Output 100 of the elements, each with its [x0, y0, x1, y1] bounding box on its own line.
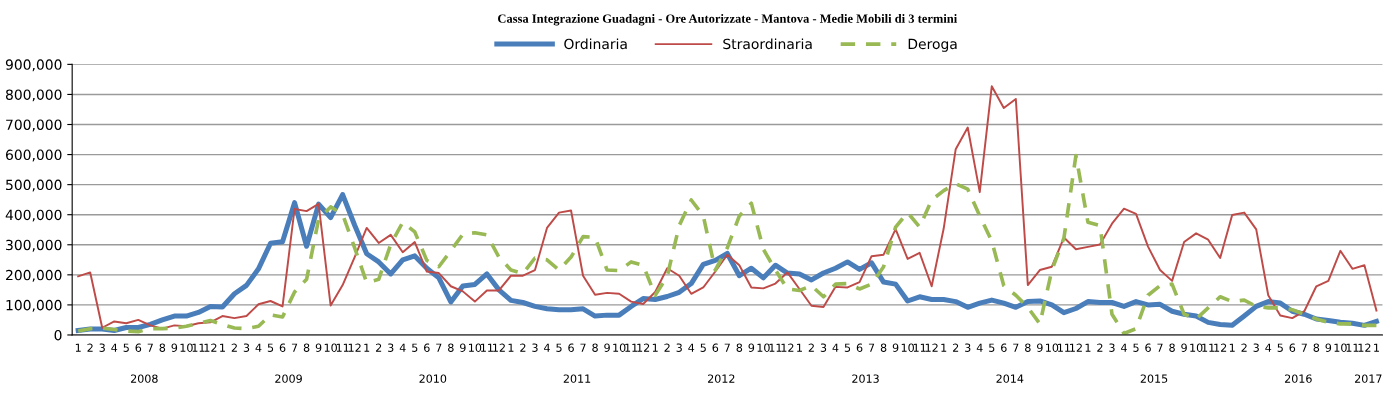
x-tick-label: 12 [204, 343, 217, 352]
x-tick-label: 3 [243, 343, 250, 352]
x-tick-label: 7 [868, 343, 875, 352]
y-tick-label: 100,000 [6, 299, 62, 312]
text: 2008 [130, 374, 158, 383]
y-tick-label: 800,000 [5, 89, 62, 102]
x-tick-label: 6 [1001, 343, 1007, 352]
x-tick-label: 10 [613, 343, 626, 352]
x-tick-label: 10 [469, 343, 482, 352]
x-tick-label: 10 [1334, 343, 1347, 352]
x-tick-label: 1 [1229, 343, 1235, 352]
x-tick-label: 12 [348, 343, 361, 352]
legend-label: Straordinaria [723, 38, 812, 50]
x-tick-label: 3 [388, 343, 394, 352]
x-tick-label: 4 [688, 343, 695, 352]
x-tick-label: 3 [676, 343, 682, 352]
x-tick-label: 8 [448, 343, 454, 352]
x-tick-label: 8 [592, 343, 598, 352]
text: 2011 [563, 374, 591, 383]
x-tick-label: 4 [255, 343, 262, 352]
x-tick-label: 1 [364, 343, 370, 352]
x-tick-label: 9 [171, 343, 178, 352]
text: 2015 [1140, 374, 1168, 383]
y-tick-label: 900,000 [5, 59, 62, 72]
x-tick-label: 7 [724, 343, 730, 352]
x-tick-label: 6 [568, 343, 574, 352]
x-tick-label: 6 [856, 343, 863, 352]
x-tick-label: 8 [1169, 343, 1175, 352]
x-tick-label: 5 [412, 343, 418, 352]
x-tick-label: 4 [544, 343, 550, 352]
x-tick-label: 7 [1013, 343, 1019, 352]
x-tick-label: 12 [1214, 343, 1227, 352]
x-tick-label: 2 [1097, 343, 1103, 352]
x-tick-label: 8 [1313, 343, 1320, 352]
x-tick-label: 12 [925, 343, 938, 352]
x-tick-label: 3 [532, 343, 538, 352]
x-tick-label: 1 [220, 343, 225, 352]
x-tick-label: 6 [1289, 343, 1296, 352]
x-tick-label: 9 [315, 343, 322, 352]
chart-title: Cassa Integrazione Guadagni - Ore Autorizzate - Mantova - Medie Mobili di 3 termini [498, 14, 958, 26]
x-tick-label: 2 [952, 343, 959, 352]
x-tick-label: 2 [808, 343, 814, 352]
x-tick-label: 6 [1145, 343, 1151, 352]
x-tick-label: 11 [625, 343, 638, 352]
text: 2012 [707, 374, 735, 383]
x-tick-label: 1 [941, 343, 947, 352]
x-tick-label: 5 [844, 343, 851, 352]
x-tick-label: 10 [757, 343, 770, 352]
x-tick-label: 5 [1133, 343, 1139, 352]
text: 2009 [275, 374, 302, 383]
x-tick-label: 10 [901, 343, 914, 352]
y-tick-label: 0 [54, 329, 62, 341]
text: 2010 [419, 374, 447, 383]
x-tick-label: 4 [399, 343, 406, 352]
text: 2016 [1284, 374, 1312, 383]
x-tick-label: 3 [1253, 343, 1259, 352]
y-tick-label: 700,000 [6, 119, 62, 132]
x-tick-label: 2 [87, 343, 93, 352]
x-tick-label: 2 [664, 343, 670, 352]
x-tick-label: 5 [556, 343, 562, 352]
x-tick-label: 10 [1190, 343, 1203, 352]
x-tick-label: 6 [279, 343, 286, 352]
x-tick-label: 6 [712, 343, 719, 352]
x-tick-label: 8 [303, 343, 310, 352]
x-tick-label: 1 [652, 343, 658, 352]
x-tick-label: 1 [1085, 343, 1091, 352]
x-tick-label: 11 [481, 343, 493, 352]
x-tick-label: 7 [1157, 343, 1163, 352]
text: 2013 [852, 374, 879, 383]
x-tick-label: 7 [436, 343, 442, 352]
x-tick-label: 9 [460, 343, 466, 352]
x-tick-label: 12 [493, 343, 505, 352]
x-tick-label: 12 [781, 343, 794, 352]
x-tick-label: 9 [1181, 343, 1187, 352]
x-tick-label: 9 [604, 343, 610, 352]
x-tick-label: 1 [797, 343, 802, 352]
x-tick-label: 11 [336, 343, 349, 352]
x-tick-label: 5 [123, 343, 129, 352]
x-tick-label: 11 [1346, 343, 1359, 352]
line-series [76, 153, 1379, 335]
x-tick-label: 10 [324, 343, 337, 352]
legend-label: Ordinaria [564, 38, 627, 50]
x-tick-label: 11 [192, 343, 205, 352]
x-tick-label: 4 [976, 343, 983, 352]
y-tick-label: 400,000 [5, 209, 62, 222]
x-tick-label: 7 [147, 343, 153, 352]
x-tick-label: 2 [520, 343, 526, 352]
x-tick-label: 3 [965, 343, 971, 352]
x-tick-label: 7 [580, 343, 586, 352]
x-tick-label: 12 [637, 343, 650, 352]
x-tick-label: 1 [75, 343, 81, 352]
text: 2014 [996, 374, 1024, 383]
x-tick-label: 8 [1025, 343, 1031, 352]
x-tick-label: 2 [231, 343, 237, 352]
legend-label: Deroga [908, 38, 957, 52]
x-tick-label: 4 [832, 343, 839, 352]
x-tick-label: 6 [135, 343, 142, 352]
y-tick-label: 500,000 [6, 179, 62, 192]
x-tick-label: 11 [913, 343, 926, 352]
x-tick-label: 9 [1325, 343, 1332, 352]
